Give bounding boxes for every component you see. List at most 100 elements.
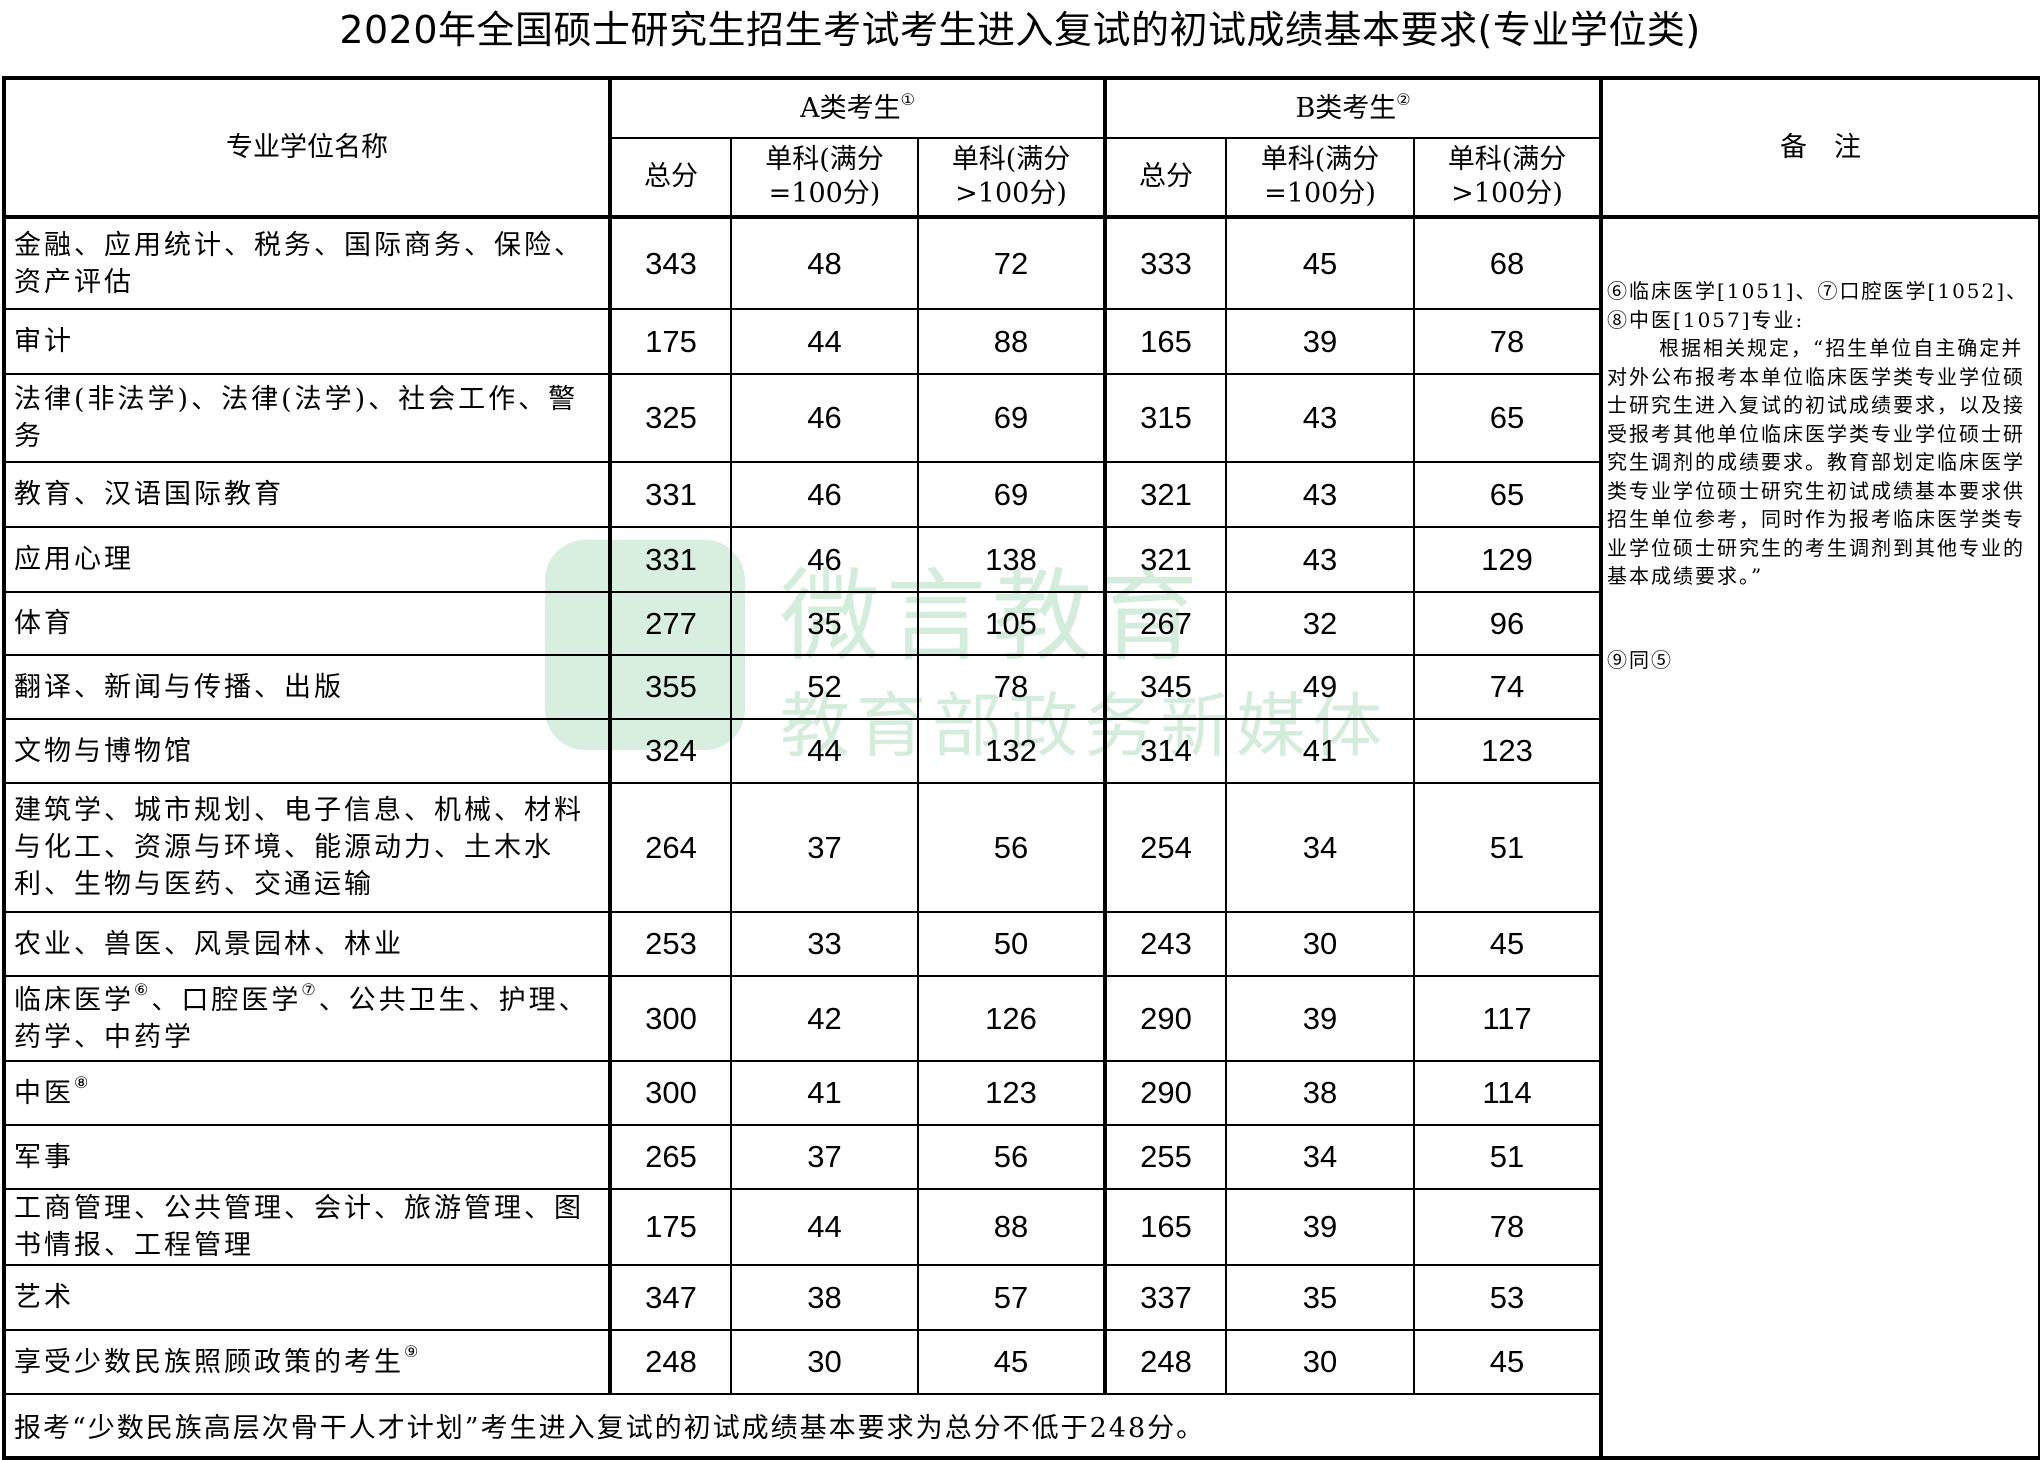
score-b-total: 165 [1104,1188,1228,1266]
score-b-total: 333 [1104,216,1228,310]
table-row: 临床医学⑥、口腔医学⑦、公共卫生、护理、药学、中药学 300 42 126 290 39 1… [2,975,2040,1062]
score-b-single-gt100: 51 [1413,1124,1604,1190]
degree-name: 翻译、新闻与传播、出版 [2,654,612,720]
score-b-single-100: 35 [1225,1264,1416,1331]
degree-name: 中医⑧ [2,1060,612,1126]
table-row: 文物与博物馆 324 44 132 314 41 123 [2,718,2040,784]
footer-row: 报考“少数民族高层次骨干人才计划”考生进入复试的初试成绩基本要求为总分不低于24… [1,1393,2040,1460]
degree-name: 农业、兽医、风景园林、林业 [2,911,612,977]
remark-note-9: ⑨同⑤ [1607,647,1674,672]
score-a-total: 277 [609,591,732,656]
header-remarks: 备 注 [1600,76,2040,219]
score-b-single-100: 39 [1225,1188,1416,1266]
score-b-single-gt100: 68 [1413,216,1604,310]
header-a-single-gt100: 单科(满分 >100分) [916,137,1108,219]
header-a-total: 总分 [609,137,732,219]
degree-name: 应用心理 [2,526,612,593]
score-a-single-gt100: 105 [916,591,1108,656]
degree-name: 法律(非法学)、法律(法学)、社会工作、警务 [2,373,612,463]
score-b-single-100: 30 [1225,1329,1416,1395]
table-row: 享受少数民族照顾政策的考生⑨ 248 30 45 248 30 45 [2,1329,2040,1395]
score-b-single-100: 32 [1225,591,1416,656]
table-row: 艺术 347 38 57 337 35 53 [2,1264,2040,1331]
degree-name: 教育、汉语国际教育 [2,461,612,528]
score-b-single-gt100: 45 [1413,911,1604,977]
score-a-single-gt100: 138 [916,526,1108,593]
footnote-mark: ⑦ [301,979,319,999]
score-a-single-100: 38 [730,1264,919,1331]
degree-name-part: 享受少数民族照顾政策的考生 [14,1346,404,1378]
table-row: 体育 277 35 105 267 32 96 [2,591,2040,656]
score-a-single-100: 37 [730,1124,919,1190]
degree-name-part: 工商管理、公共管理、会计、旅游管理、图书情报、工程管理 [14,1193,584,1261]
score-a-total: 324 [609,718,732,784]
score-b-single-100: 30 [1225,911,1416,977]
score-a-single-gt100: 88 [916,308,1108,375]
score-b-single-gt100: 78 [1413,308,1604,375]
degree-name-part: 体育 [14,608,74,639]
score-b-single-100: 43 [1225,373,1416,463]
score-a-single-gt100: 69 [916,373,1108,463]
score-a-single-100: 44 [730,1188,919,1266]
score-a-single-gt100: 88 [916,1188,1108,1266]
header-b-single-gt100: 单科(满分 >100分) [1413,137,1604,219]
score-a-single-100: 48 [730,216,919,310]
score-b-total: 267 [1104,591,1228,656]
footnote-mark: ⑥ [134,979,152,999]
degree-name: 体育 [2,591,612,656]
score-b-total: 243 [1104,911,1228,977]
degree-name-part: 农业、兽医、风景园林、林业 [14,928,404,960]
score-b-single-gt100: 65 [1413,373,1604,463]
header-b-single-100: 单科(满分 =100分) [1225,137,1416,219]
table-row: 金融、应用统计、税务、国际商务、保险、资产评估 343 48 72 333 45 68 ⑥临床… [2,216,2040,1460]
score-b-total: 290 [1104,975,1228,1062]
score-a-single-100: 46 [730,461,919,528]
degree-name-part: 审计 [14,326,74,357]
header-group-a: A类考生① [608,76,1108,139]
score-b-total: 165 [1104,308,1228,375]
score-b-total: 290 [1104,1060,1228,1126]
degree-name: 建筑学、城市规划、电子信息、机械、材料与化工、资源与环境、能源动力、土木水利、生… [2,782,612,913]
remarks-cell: ⑥临床医学[1051]、⑦口腔医学[1052]、⑧中医[1057]专业: 根据相关… [1600,216,2040,1460]
score-b-single-gt100: 51 [1413,782,1604,913]
score-a-single-gt100: 126 [916,975,1108,1062]
score-a-single-100: 42 [730,975,919,1062]
score-b-single-100: 34 [1225,782,1416,913]
degree-name-part: 翻译、新闻与传播、出版 [14,671,344,703]
degree-name-part: 、口腔医学 [151,984,302,1016]
score-a-single-gt100: 50 [916,911,1108,977]
score-a-total: 355 [609,654,732,720]
spacer [1607,591,2032,646]
header-group-b: B类考生② [1104,76,1604,139]
score-a-single-gt100: 78 [916,654,1108,720]
score-b-single-100: 45 [1225,216,1416,310]
score-b-total: 321 [1104,526,1228,593]
score-a-total: 331 [609,526,732,593]
score-a-single-gt100: 69 [916,461,1108,528]
score-b-total: 345 [1104,654,1228,720]
table-row: 建筑学、城市规划、电子信息、机械、材料与化工、资源与环境、能源动力、土木水利、生… [2,782,2040,913]
table-row: 农业、兽医、风景园林、林业 253 33 50 243 30 45 [2,911,2040,977]
degree-name: 审计 [2,308,612,375]
score-a-single-gt100: 56 [916,782,1108,913]
score-b-single-100: 38 [1225,1060,1416,1126]
degree-name: 金融、应用统计、税务、国际商务、保险、资产评估 [2,216,612,310]
remark-body: 根据相关规定，“招生单位自主确定并对外公布报考本单位临床医学类专业学位硕士研究生… [1607,336,2026,588]
score-b-single-100: 41 [1225,718,1416,784]
score-a-single-gt100: 57 [916,1264,1108,1331]
degree-name-part: 临床医学 [14,984,134,1016]
score-b-single-gt100: 74 [1413,654,1604,720]
score-b-single-gt100: 78 [1413,1188,1604,1266]
score-b-single-100: 39 [1225,975,1416,1062]
score-a-total: 248 [609,1329,732,1395]
score-b-total: 315 [1104,373,1228,463]
score-a-total: 253 [609,911,732,977]
remark-note-6-8: ⑥临床医学[1051]、⑦口腔医学[1052]、⑧中医[1057]专业: [1607,279,2029,332]
degree-name: 工商管理、公共管理、会计、旅游管理、图书情报、工程管理 [2,1188,612,1266]
table-row: 教育、汉语国际教育 331 46 69 321 43 65 [2,461,2040,528]
score-a-single-100: 44 [730,308,919,375]
table-row: 法律(非法学)、法律(法学)、社会工作、警务 325 46 69 315 43 65 [2,373,2040,463]
score-a-single-100: 30 [730,1329,919,1395]
header-degree-name: 专业学位名称 [2,76,612,219]
score-b-single-gt100: 114 [1413,1060,1604,1126]
